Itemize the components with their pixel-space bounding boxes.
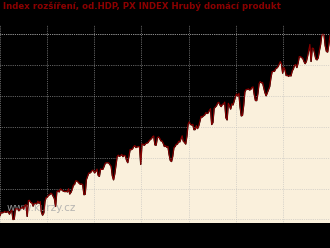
- Text: www.kurzy.cz: www.kurzy.cz: [7, 203, 76, 213]
- Text: Index rozšíření, od.HDP, PX INDEX Hrubý domácí produkt: Index rozšíření, od.HDP, PX INDEX Hrubý …: [3, 1, 281, 11]
